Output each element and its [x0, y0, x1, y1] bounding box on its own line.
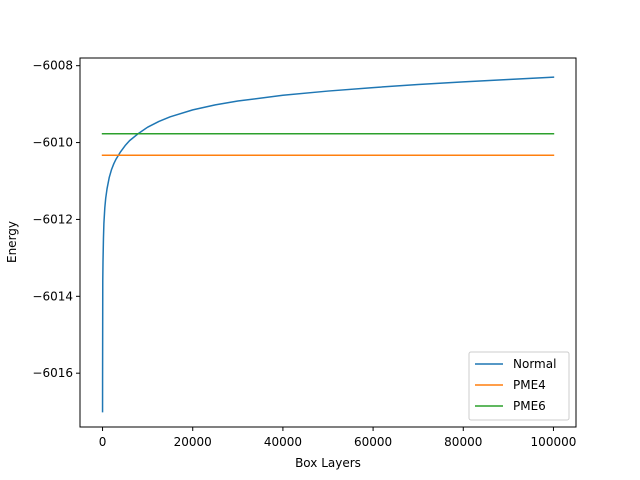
legend-box — [468, 351, 570, 421]
series-line-normal — [101, 76, 555, 413]
series-lines — [101, 76, 555, 413]
y-tick-label: −6016 — [32, 366, 73, 380]
x-axis: 0 20000 40000 60000 80000 100000 — [99, 427, 577, 449]
x-tick-label: 100000 — [531, 435, 577, 449]
legend-label-pme4: PME4 — [513, 378, 546, 392]
y-axis: −6016 −6014 −6012 −6010 −6008 — [32, 59, 80, 380]
legend: Normal PME4 PME6 — [468, 351, 570, 421]
x-tick-label: 80000 — [444, 435, 482, 449]
x-tick-label: 20000 — [174, 435, 212, 449]
legend-label-normal: Normal — [513, 357, 556, 371]
y-tick-label: −6014 — [32, 289, 73, 303]
y-tick-label: −6012 — [32, 212, 73, 226]
y-tick-label: −6010 — [32, 136, 73, 150]
legend-label-pme6: PME6 — [513, 399, 546, 413]
x-tick-label: 0 — [99, 435, 107, 449]
y-axis-title: Energy — [5, 221, 19, 263]
plot-area-frame — [79, 57, 577, 428]
x-axis-title: Box Layers — [295, 456, 361, 470]
x-tick-label: 40000 — [264, 435, 302, 449]
x-tick-label: 60000 — [354, 435, 392, 449]
y-tick-label: −6008 — [32, 59, 73, 73]
